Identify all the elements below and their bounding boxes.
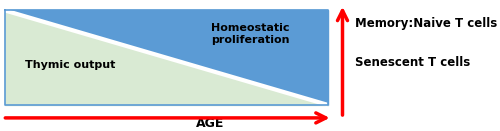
Text: Homeostatic
proliferation: Homeostatic proliferation xyxy=(211,23,289,45)
Text: Memory:Naive T cells: Memory:Naive T cells xyxy=(355,17,497,30)
Polygon shape xyxy=(5,10,328,105)
Text: Senescent T cells: Senescent T cells xyxy=(355,56,470,69)
Text: AGE: AGE xyxy=(196,117,224,130)
Polygon shape xyxy=(5,10,328,105)
Text: Thymic output: Thymic output xyxy=(25,61,116,70)
